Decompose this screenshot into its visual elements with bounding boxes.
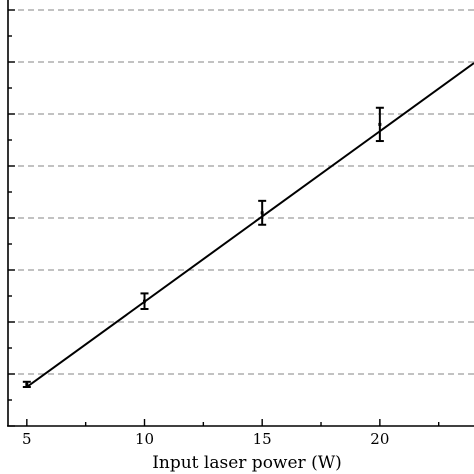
data-point-1 [140,292,149,310]
x-axis-tick-labels: 5 10 15 20 [22,430,389,448]
grid-lines [8,9,474,375]
marker-1 [143,299,147,303]
x-tick-label-0: 5 [22,430,32,448]
marker-3 [378,122,382,126]
axes [7,0,474,427]
data-point-0 [22,380,31,388]
x-tick-label-1: 10 [135,430,154,448]
x-tick-label-3: 20 [370,430,389,448]
marker-2 [260,211,264,215]
x-tick-label-2: 15 [253,430,272,448]
marker-0 [25,382,29,386]
x-axis-label: Input laser power (W) [152,453,342,473]
data-points [22,106,384,388]
fit-line-group [26,62,474,388]
data-point-3 [375,106,384,143]
data-point-2 [258,199,267,226]
x-axis-ticks [26,419,440,426]
fit-line [26,62,474,388]
